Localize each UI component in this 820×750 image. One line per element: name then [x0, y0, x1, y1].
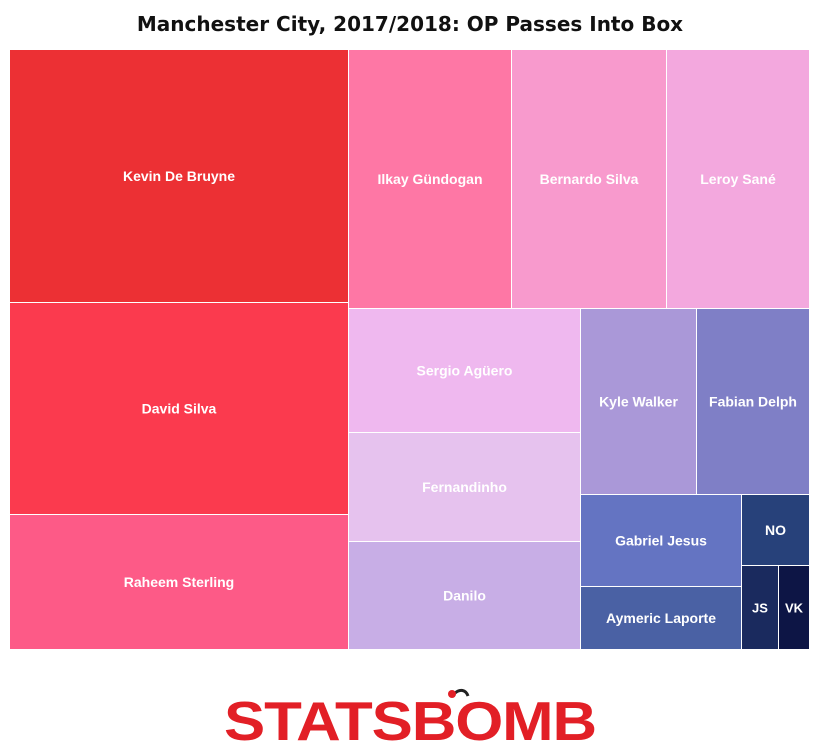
tile-fabian-delph: Fabian Delph — [697, 309, 809, 494]
tile-vk: VK — [779, 566, 809, 649]
tile-leroy-sane: Leroy Sané — [667, 50, 809, 308]
tile-rect-aymeric-laporte — [581, 587, 741, 649]
tile-label-ilkay-gundogan: Ilkay Gündogan — [377, 171, 482, 187]
tile-ilkay-gundogan: Ilkay Gündogan — [349, 50, 511, 308]
tile-rect-kyle-walker — [581, 309, 696, 494]
tile-david-silva: David Silva — [10, 303, 348, 514]
tile-rect-ilkay-gundogan — [349, 50, 511, 308]
tile-label-kyle-walker: Kyle Walker — [599, 394, 678, 410]
tile-sergio-aguero: Sergio Agüero — [349, 309, 580, 432]
tile-label-no: NO — [765, 522, 786, 538]
tile-raheem-sterling: Raheem Sterling — [10, 515, 348, 649]
statsbomb-logo: STATSBOMB — [224, 688, 597, 750]
tile-kyle-walker: Kyle Walker — [581, 309, 696, 494]
tile-rect-bernardo-silva — [512, 50, 666, 308]
tile-rect-kevin-de-bruyne — [10, 50, 348, 302]
tile-js: JS — [742, 566, 778, 649]
tile-label-js: JS — [752, 601, 768, 616]
tile-rect-fabian-delph — [697, 309, 809, 494]
tile-rect-raheem-sterling — [10, 515, 348, 649]
tile-no: NO — [742, 495, 809, 565]
tile-label-sergio-aguero: Sergio Agüero — [417, 363, 513, 379]
tile-rect-no — [742, 495, 809, 565]
tile-rect-vk — [779, 566, 809, 649]
tile-label-raheem-sterling: Raheem Sterling — [124, 574, 234, 590]
tile-aymeric-laporte: Aymeric Laporte — [581, 587, 741, 649]
tile-label-fabian-delph: Fabian Delph — [709, 394, 797, 410]
tile-rect-js — [742, 566, 778, 649]
tile-rect-sergio-aguero — [349, 309, 580, 432]
tile-rect-danilo — [349, 542, 580, 649]
bomb-spark-icon — [448, 690, 456, 698]
tile-rect-gabriel-jesus — [581, 495, 741, 586]
tile-label-bernardo-silva: Bernardo Silva — [540, 171, 639, 187]
svg-text:STATSBOMB: STATSBOMB — [224, 690, 596, 750]
tile-label-kevin-de-bruyne: Kevin De Bruyne — [123, 168, 235, 184]
tile-gabriel-jesus: Gabriel Jesus — [581, 495, 741, 586]
tile-rect-fernandinho — [349, 433, 580, 541]
tile-kevin-de-bruyne: Kevin De Bruyne — [10, 50, 348, 302]
tile-label-leroy-sane: Leroy Sané — [700, 171, 776, 187]
tile-label-fernandinho: Fernandinho — [422, 479, 507, 495]
tile-label-david-silva: David Silva — [142, 401, 217, 417]
tile-danilo: Danilo — [349, 542, 580, 649]
tile-rect-david-silva — [10, 303, 348, 514]
chart-title: Manchester City, 2017/2018: OP Passes In… — [136, 12, 684, 36]
tile-label-vk: VK — [785, 601, 804, 616]
tile-bernardo-silva: Bernardo Silva — [512, 50, 666, 308]
tile-label-danilo: Danilo — [443, 588, 486, 604]
tile-rect-leroy-sane — [667, 50, 809, 308]
tile-label-gabriel-jesus: Gabriel Jesus — [615, 533, 707, 549]
tile-label-aymeric-laporte: Aymeric Laporte — [606, 610, 716, 626]
tile-fernandinho: Fernandinho — [349, 433, 580, 541]
